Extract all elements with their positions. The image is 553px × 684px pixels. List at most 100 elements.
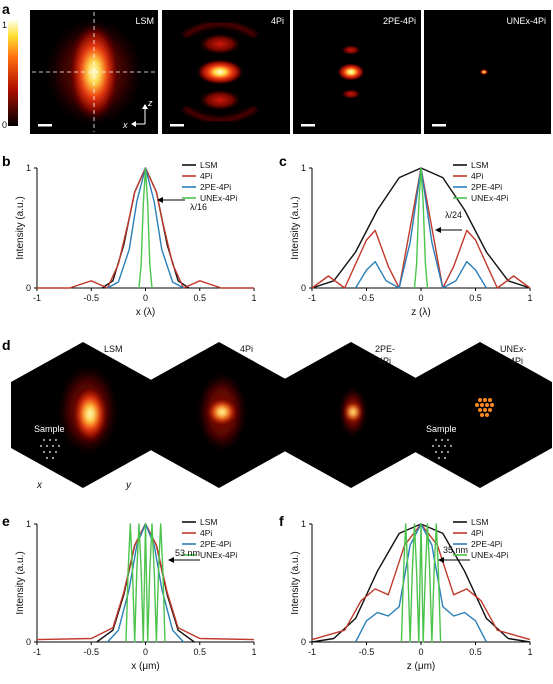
x-tick-label: -1 xyxy=(33,647,41,657)
panel-letter-c: c xyxy=(279,153,287,169)
chart-b: -1 -0.5 0 0.5 1 0 1 x (λ) Intensity (a.u.) LSM4Pi… xyxy=(15,160,257,318)
x-tick-label: 0 xyxy=(143,647,148,657)
x-tick-label: 0 xyxy=(143,293,148,303)
scale-bar xyxy=(536,453,546,461)
scale-bar xyxy=(432,124,446,127)
y-tick-label: 0 xyxy=(26,637,31,647)
series-line-2pe-4pi xyxy=(107,167,184,289)
scale-bar xyxy=(139,453,149,461)
x-tick-label: 1 xyxy=(251,293,256,303)
annotation-arrowhead xyxy=(157,197,163,203)
x-tick-label: 0 xyxy=(418,647,423,657)
x-tick-label: -1 xyxy=(33,293,41,303)
x-axis-label: x (μm) xyxy=(131,661,160,672)
legend-label: UNEx-4Pi xyxy=(200,550,237,560)
panel-letter-f: f xyxy=(279,513,284,529)
x-tick-label: -1 xyxy=(308,293,316,303)
axis-label-z: z xyxy=(147,98,153,108)
legend-label: 4Pi xyxy=(471,528,483,538)
x-tick-label: -1 xyxy=(308,647,316,657)
unex-lattice xyxy=(475,398,494,417)
panel-letter-d: d xyxy=(2,337,11,353)
colorbar-min-label: 0 xyxy=(2,120,7,130)
x-axis-label: z (μm) xyxy=(407,661,436,672)
psf-volume-4pi: 4Pi xyxy=(147,342,291,488)
y-tick-label: 0 xyxy=(26,283,31,293)
sample-label: Sample xyxy=(426,424,457,434)
x-tick-label: 0.5 xyxy=(469,647,482,657)
y-axis-label: Intensity (a.u.) xyxy=(15,196,26,259)
x-axis-label: x (λ) xyxy=(136,307,155,318)
legend-label: 2PE-4Pi xyxy=(471,539,502,549)
annotation-label: λ/24 xyxy=(445,210,462,220)
image-label-2pe-4pi: 2PE-4Pi xyxy=(383,16,416,26)
series-line-unex-4pi xyxy=(413,167,429,289)
series-line-2pe-4pi xyxy=(355,167,487,289)
panel-letter-e: e xyxy=(2,513,10,529)
x-tick-label: 0.5 xyxy=(193,293,206,303)
legend-label: UNEx-4Pi xyxy=(471,193,508,203)
y-tick-label: 1 xyxy=(301,163,306,173)
y-tick-label: 0 xyxy=(301,637,306,647)
sample-label: Sample xyxy=(34,424,65,434)
sample-lattice-icon xyxy=(40,439,60,459)
legend-label: 2PE-4Pi xyxy=(471,182,502,192)
chart-f: -1 -0.5 0 0.5 1 0 1 z (μm) Intensity (a.u.) LSM4P… xyxy=(290,517,533,672)
annotation-arrowhead xyxy=(438,557,444,563)
y-tick-label: 1 xyxy=(301,519,306,529)
legend-label: 2PE-4Pi xyxy=(200,182,231,192)
axis-arrows: z x xyxy=(122,98,153,130)
annotation-label: 53 nm xyxy=(175,548,200,558)
legend-label: 4Pi xyxy=(200,171,212,181)
x-tick-label: 1 xyxy=(527,293,532,303)
x-tick-label: 0.5 xyxy=(469,293,482,303)
psf-image-lsm: LSM z x xyxy=(30,10,158,134)
y-axis-label: Intensity (a.u.) xyxy=(290,196,301,259)
y-tick-label: 0 xyxy=(301,283,306,293)
image-label-unex-4pi: UNEx-4Pi xyxy=(506,16,546,26)
scale-bar xyxy=(407,453,417,461)
legend-label: LSM xyxy=(200,160,217,170)
sample-lattice-icon xyxy=(432,439,452,459)
image-label-lsm: LSM xyxy=(135,16,154,26)
x-tick-label: 0.5 xyxy=(193,647,206,657)
volume-label-lsm: LSM xyxy=(104,344,123,354)
psf-image-4pi: 4Pi xyxy=(162,10,290,134)
axis-label-y-3d: y xyxy=(125,480,132,491)
y-axis-label: Intensity (a.u.) xyxy=(15,551,26,614)
legend-label: UNEx-4Pi xyxy=(471,550,508,560)
colorbar xyxy=(8,20,18,126)
volume-label-unex-4pi: UNEx-4Pi xyxy=(500,344,527,366)
annotation-arrowhead xyxy=(168,557,174,563)
y-axis-label: Intensity (a.u.) xyxy=(290,551,301,614)
psf-volume-lsm: LSM Sample xyxy=(11,342,155,488)
psf-volume-2pe-4pi: 2PE-4Pi xyxy=(279,342,423,488)
scale-bar xyxy=(275,453,285,461)
x-tick-label: 0 xyxy=(418,293,423,303)
panel-d: z x y LSM Sample 4Pi xyxy=(11,342,552,491)
axis-label-x: x xyxy=(122,120,128,130)
x-tick-label: -0.5 xyxy=(359,293,375,303)
chart-c: -1 -0.5 0 0.5 1 0 1 z (λ) Intensity (a.u.) LSM4Pi… xyxy=(290,160,533,318)
scale-bar xyxy=(38,124,52,127)
panel-letter-a: a xyxy=(2,1,10,17)
psf-image-2pe-4pi: 2PE-4Pi xyxy=(293,10,421,134)
psf-volume-unex-4pi: UNEx-4Pi Sample xyxy=(408,342,552,488)
legend-label: LSM xyxy=(200,517,217,527)
legend-label: LSM xyxy=(471,160,488,170)
scale-bar xyxy=(301,124,315,127)
colorbar-max-label: 1 xyxy=(2,20,7,30)
x-tick-label: 1 xyxy=(251,647,256,657)
scale-bar xyxy=(170,124,184,127)
x-tick-label: 1 xyxy=(527,647,532,657)
series-line-unex-4pi xyxy=(125,523,166,643)
legend-label: 2PE-4Pi xyxy=(200,539,231,549)
y-tick-label: 1 xyxy=(26,519,31,529)
x-tick-label: -0.5 xyxy=(359,647,375,657)
legend-label: LSM xyxy=(471,517,488,527)
legend-label: 4Pi xyxy=(200,528,212,538)
volume-label-2pe-4pi: 2PE-4Pi xyxy=(375,344,395,366)
image-label-4pi: 4Pi xyxy=(271,16,284,26)
